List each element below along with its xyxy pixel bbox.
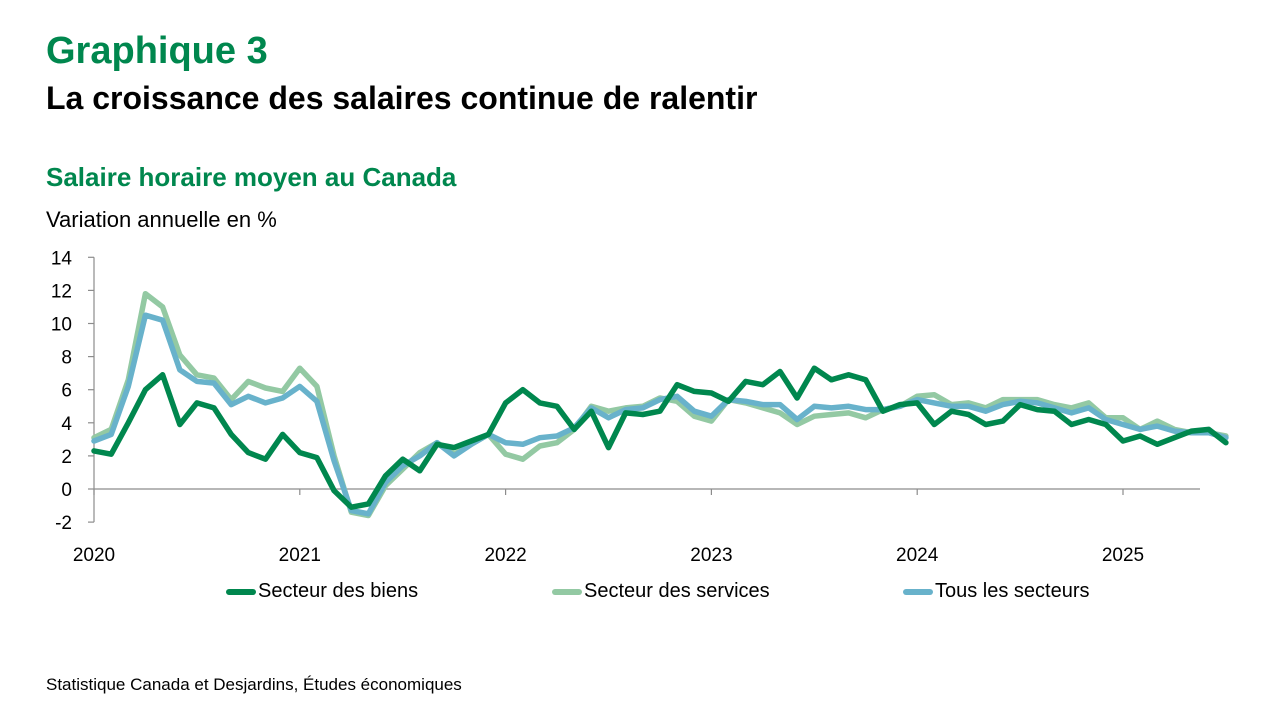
y-tick-label: 2 [61,447,72,468]
y-tick-label: 14 [51,248,73,269]
chart-headline: La croissance des salaires continue de r… [46,80,758,116]
source-note: Statistique Canada et Desjardins, Études… [46,675,462,694]
legend-swatch-biens [226,588,256,595]
x-tick-label: 2023 [690,545,732,566]
legend-label-services: Secteur des services [584,580,770,602]
legend-item-services: Secteur des services [552,580,770,603]
chart-subtitle: Salaire horaire moyen au Canada [46,162,457,192]
series-line-biens [91,365,1229,510]
y-tick-label: 0 [61,480,72,501]
x-tick-label: 2025 [1102,545,1144,566]
legend-item-tous: Tous les secteurs [903,580,1090,603]
x-tick-label: 2022 [484,545,526,566]
legend-label-biens: Secteur des biens [258,580,419,602]
y-tick-label: 4 [61,414,72,435]
y-tick-label: 10 [51,315,72,336]
x-tick-label: 2021 [279,545,321,566]
chart-kicker: Graphique 3 [46,30,268,72]
chart-series [91,290,1229,519]
legend-swatch-tous [903,588,933,595]
legend-swatch-services [552,588,582,595]
x-tick-label: 2024 [896,545,939,566]
chart-legend: Secteur des biens Secteur des services T… [0,580,1280,610]
legend-label-tous: Tous les secteurs [935,580,1090,602]
legend-item-biens: Secteur des biens [226,580,418,603]
y-tick-label: -2 [55,513,72,534]
y-tick-label: 6 [61,381,72,402]
y-tick-label: 12 [51,281,72,302]
x-tick-label: 2020 [73,545,115,566]
y-axis-unit-label: Variation annuelle en % [46,207,277,232]
series-line-tous [91,312,1229,517]
y-tick-label: 8 [61,348,72,369]
